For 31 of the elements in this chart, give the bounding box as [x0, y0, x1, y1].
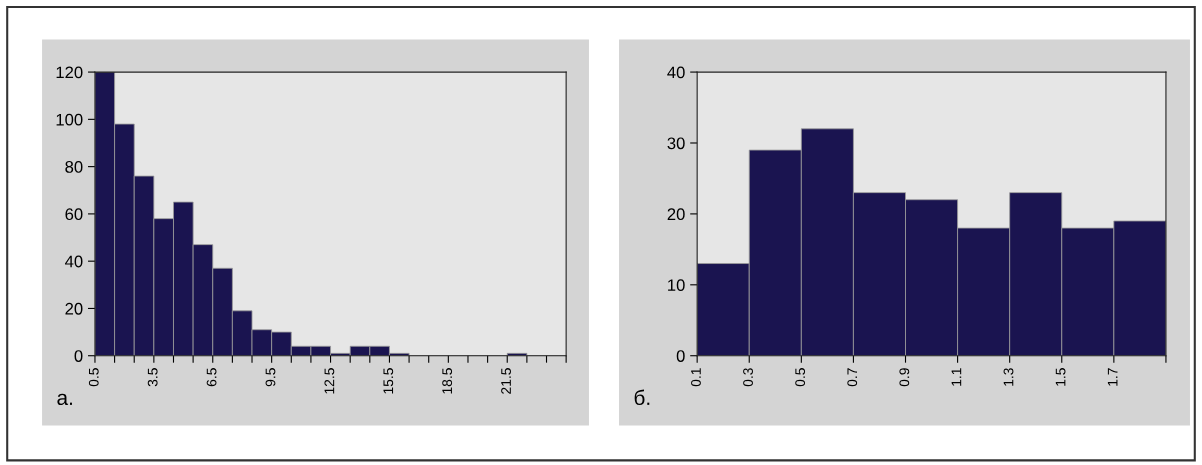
x-tick-label: 18.5 [442, 368, 453, 394]
x-tick-label: 3.5 [147, 368, 158, 387]
x-tick-label: 1.5 [1055, 368, 1066, 386]
x-tick-label: 1.7 [1107, 368, 1118, 386]
x-tick-label: 1.3 [1003, 368, 1014, 386]
x-tick-label: 21.5 [501, 368, 511, 394]
y-tick-label: 80 [65, 161, 83, 173]
y-tick-label: 100 [56, 113, 83, 126]
x-tick-label: 0.9 [899, 368, 910, 387]
y-tick-label: 40 [667, 66, 685, 79]
x-tick-label: 0.5 [88, 368, 99, 387]
y-tick-label: 0 [676, 350, 685, 362]
x-tick-label: 0.1 [691, 368, 701, 387]
x-tick-label: 12.5 [324, 368, 335, 394]
y-tick-label: 120 [56, 66, 83, 79]
y-tick-label: 10 [668, 279, 685, 292]
y-tick-label: 60 [65, 208, 83, 221]
y-tick-label: 40 [65, 255, 83, 268]
y-tick-label: 20 [65, 302, 83, 315]
x-tick-label: 0.7 [847, 368, 858, 387]
x-tick-label: 0.5 [795, 368, 806, 387]
y-tick-label: 30 [667, 137, 685, 150]
y-tick-label: 0 [74, 350, 83, 362]
x-tick-label: 6.5 [206, 368, 217, 387]
text: а. [57, 393, 72, 406]
x-tick-label: 0.3 [743, 368, 753, 387]
x-tick-label: 1.1 [951, 368, 962, 386]
x-tick-label: 15.5 [383, 368, 394, 394]
text: б. [634, 389, 650, 406]
y-tick-label: 20 [667, 208, 685, 221]
x-tick-label: 9.5 [265, 368, 276, 387]
